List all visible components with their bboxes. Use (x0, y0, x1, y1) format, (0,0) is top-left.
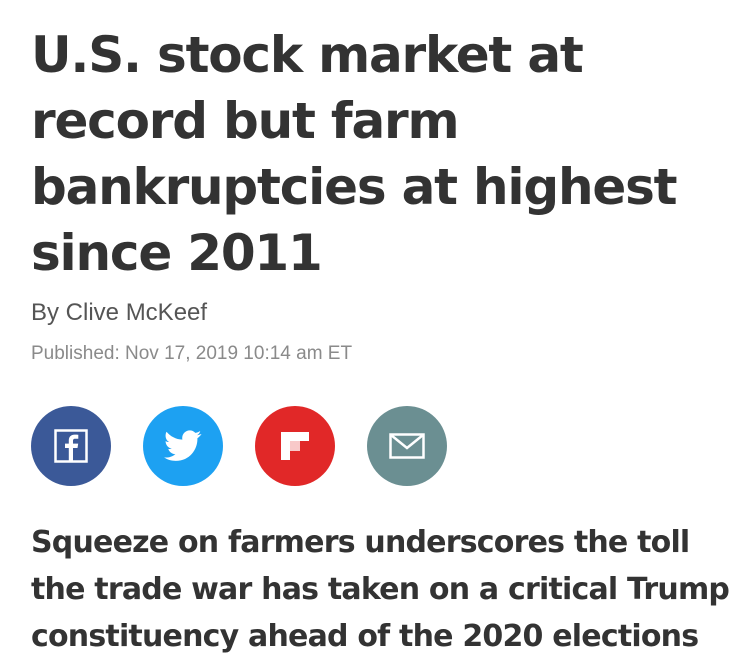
email-share-button[interactable] (367, 406, 447, 486)
share-buttons (31, 406, 447, 486)
facebook-icon (54, 429, 88, 463)
email-icon (389, 433, 425, 459)
publish-timestamp: Published: Nov 17, 2019 10:14 am ET (31, 343, 353, 364)
article-byline[interactable]: By Clive McKeef (31, 299, 208, 326)
article-headline: U.S. stock market at record but farm ban… (31, 26, 678, 282)
article-dek: Squeeze on farmers underscores the toll … (31, 525, 730, 654)
flipboard-share-button[interactable] (255, 406, 335, 486)
facebook-share-button[interactable] (31, 406, 111, 486)
twitter-share-button[interactable] (143, 406, 223, 486)
flipboard-icon (281, 432, 309, 460)
article: U.S. stock market at record but farm ban… (31, 0, 731, 654)
twitter-icon (164, 430, 202, 461)
